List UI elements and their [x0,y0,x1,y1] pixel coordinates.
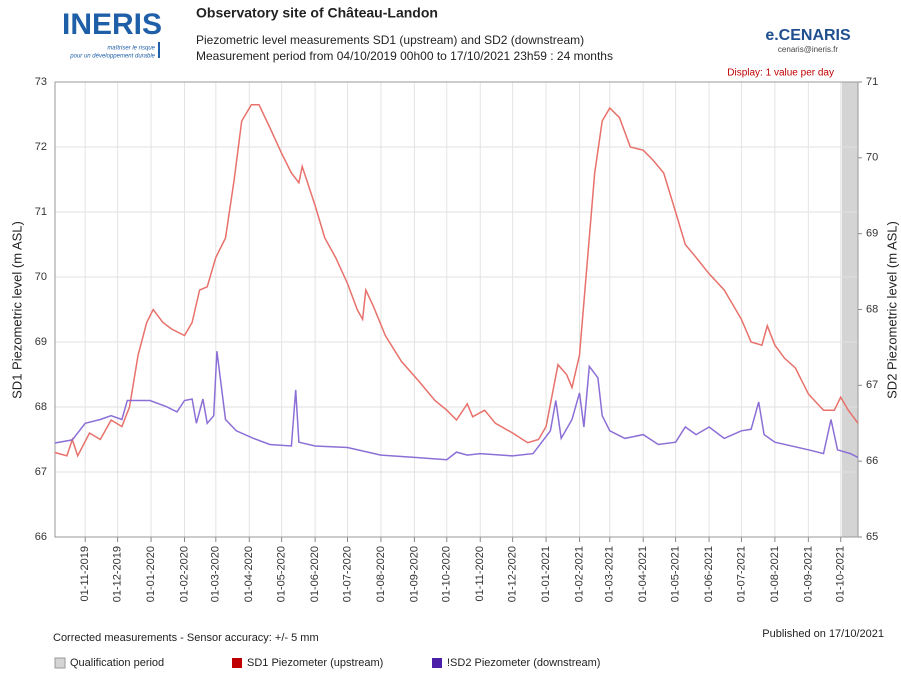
logo: INERIS [62,8,162,41]
x-tick-label: 01-07-2021 [735,546,747,602]
display-note: Display: 1 value per day [727,68,834,79]
y2-tick-label: 69 [866,228,878,240]
x-tick-label: 01-06-2020 [309,546,321,602]
logo-bar [158,42,160,58]
x-tick-label: 01-04-2020 [243,546,255,602]
x-tick-label: 01-01-2021 [540,546,552,602]
subtitle: Piezometric level measurements SD1 (upst… [196,33,584,47]
y-tick-label: 72 [35,141,47,153]
x-tick-label: 01-02-2020 [178,546,190,602]
x-tick-label: 01-04-2021 [637,546,649,602]
x-tick-label: 01-08-2020 [375,546,387,602]
series-line [54,351,859,461]
y2-tick-label: 68 [866,303,878,315]
plot-frame [54,81,859,538]
x-tick-label: 01-02-2021 [573,546,585,602]
y2-tick-label: 66 [866,455,878,467]
y-tick-label: 69 [35,336,47,348]
published: Published on 17/10/2021 [762,628,884,640]
x-tick-label: 01-11-2020 [474,546,486,601]
x-tick-label: 01-03-2020 [210,546,222,602]
y2-tick-label: 71 [866,76,878,88]
x-tick-label: 01-06-2021 [703,546,715,602]
x-tick-label: 01-03-2021 [604,546,616,602]
x-tick-label: 01-01-2020 [145,546,157,602]
brand-email: cenaris@ineris.fr [778,45,838,54]
legend-swatch [54,657,66,669]
series-line [54,103,859,458]
y2-tick-label: 65 [866,531,878,543]
y-axis-title: SD1 Piezometric level (m ASL) [9,221,24,399]
logo-tagline: pour un développement durable [69,54,155,60]
y-tick-label: 66 [35,531,47,543]
x-tick-label: 01-12-2020 [507,546,519,602]
y-tick-label: 68 [35,401,47,413]
x-tick-label: 01-08-2021 [769,546,781,602]
y-tick-label: 67 [35,466,47,478]
subtitle: Measurement period from 04/10/2019 00h00… [196,49,613,63]
footer-note: Corrected measurements - Sensor accuracy… [53,632,319,644]
y-tick-label: 73 [35,76,47,88]
legend-swatch [232,658,242,668]
x-tick-label: 01-05-2021 [670,546,682,602]
y2-tick-label: 70 [866,152,878,164]
x-tick-label: 01-10-2020 [441,546,453,602]
x-tick-label: 01-05-2020 [276,546,288,602]
y2-tick-label: 67 [866,379,878,391]
legend-label: !SD2 Piezometer (downstream) [447,657,600,669]
legend-label: Qualification period [70,657,164,669]
y2-axis-title: SD2 Piezometric level (m ASL) [884,221,899,399]
legend-label: SD1 Piezometer (upstream) [247,657,383,669]
x-tick-label: 01-07-2020 [341,546,353,602]
y-tick-label: 70 [35,271,47,283]
y-tick-label: 71 [35,206,47,218]
logo-tagline: maîtriser le risque [107,46,155,52]
x-tick-label: 01-11-2019 [79,546,91,601]
legend-swatch [432,658,442,668]
x-tick-label: 01-09-2020 [408,546,420,602]
qualification-period [841,82,858,537]
x-tick-label: 01-12-2019 [112,546,124,602]
chart-title: Observatory site of Château-Landon [196,5,438,21]
x-tick-label: 01-09-2021 [802,546,814,602]
x-tick-label: 01-10-2021 [835,546,847,602]
brand: e.CENARIS [765,27,851,44]
